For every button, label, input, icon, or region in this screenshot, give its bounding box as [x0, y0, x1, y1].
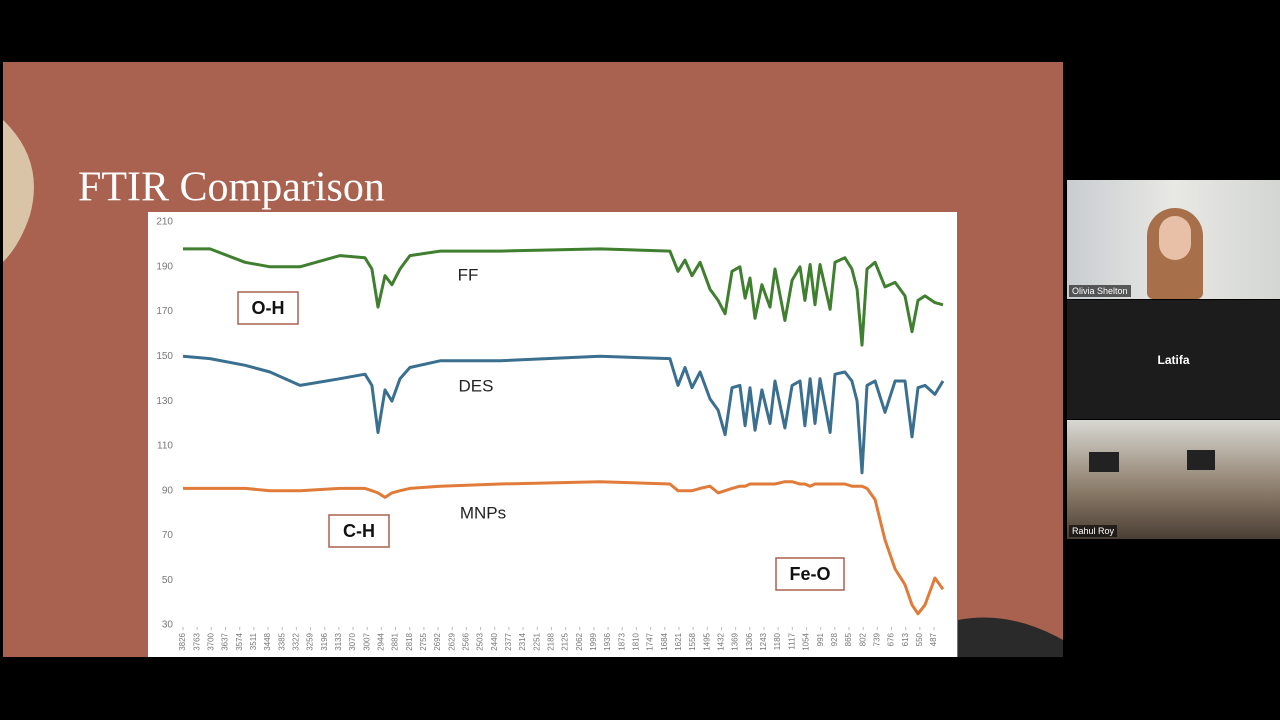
x-tick-label: 3448 — [263, 632, 272, 650]
x-tick-label: 1621 — [674, 632, 683, 650]
x-tick-label: 613 — [901, 632, 910, 646]
x-tick-label: 2881 — [391, 632, 400, 650]
x-tick-label: 676 — [887, 632, 896, 646]
x-tick-label: 1810 — [632, 632, 641, 650]
series-line — [183, 480, 945, 616]
y-tick-label: 110 — [157, 441, 173, 452]
decoration — [3, 120, 34, 262]
y-tick-label: 210 — [156, 217, 173, 228]
x-tick-label: 2566 — [462, 632, 471, 650]
x-tick-label: 1369 — [731, 632, 740, 650]
slide-title: FTIR Comparison — [78, 165, 385, 211]
x-tick-label: 2629 — [447, 632, 456, 650]
y-tick-label: 170 — [156, 306, 173, 317]
x-tick-label: 487 — [929, 632, 938, 646]
x-tick-label: 802 — [858, 632, 867, 646]
y-tick-label: 190 — [156, 261, 173, 272]
x-tick-label: 1180 — [773, 632, 782, 650]
annotation-box — [328, 514, 390, 548]
x-tick-label: 3133 — [334, 632, 343, 650]
y-tick-label: 90 — [162, 485, 174, 496]
x-tick-label: 928 — [830, 632, 839, 646]
monitor — [1089, 452, 1119, 472]
x-tick-label: 3322 — [291, 632, 300, 650]
participant-name: Olivia Shelton — [1069, 285, 1131, 297]
x-tick-label: 1873 — [617, 632, 626, 650]
series-line — [182, 354, 945, 475]
x-tick-label: 3511 — [249, 632, 258, 650]
x-tick-label: 1999 — [589, 632, 598, 650]
x-tick-label: 2440 — [490, 632, 499, 650]
x-tick-label: 3637 — [221, 632, 230, 650]
series-label: FF — [458, 265, 479, 284]
x-tick-label: 1306 — [745, 632, 754, 650]
x-tick-label: 2944 — [376, 632, 385, 650]
participant-name: Rahul Roy — [1069, 525, 1118, 537]
x-tick-label: 1936 — [603, 632, 612, 650]
x-tick-label: 3826 — [178, 632, 187, 650]
slide-view: FTIR Comparison 30 50 70 90 110 130 150 170 190 2… — [3, 62, 1063, 657]
x-tick-label: 2503 — [476, 632, 485, 650]
x-tick-label: 2755 — [419, 632, 428, 650]
x-tick-label: 2692 — [433, 632, 442, 650]
y-tick-label: 150 — [156, 351, 173, 362]
x-tick-label: 991 — [816, 632, 825, 646]
video-tile: Latifa — [1067, 300, 1280, 419]
decoration — [958, 617, 1063, 657]
x-tick-label: 3700 — [206, 632, 215, 650]
x-tick-label: 3259 — [306, 632, 315, 650]
x-tick-label: 3196 — [320, 632, 329, 650]
x-tick-label: 1054 — [802, 632, 811, 650]
x-tick-label: 865 — [844, 632, 853, 646]
annotation-box — [775, 557, 845, 591]
series-label: DES — [459, 376, 494, 395]
x-tick-label: 3385 — [277, 632, 286, 650]
y-tick-label: 130 — [156, 396, 173, 407]
x-tick-label: 1495 — [702, 632, 711, 650]
x-tick-label: 2062 — [575, 632, 584, 650]
participant-name: Latifa — [1157, 352, 1190, 367]
y-tick-label: 50 — [162, 575, 174, 586]
x-tick-label: 3763 — [192, 632, 201, 650]
annotation-box — [237, 291, 299, 325]
series-line — [183, 247, 944, 347]
x-tick-label: 1432 — [717, 632, 726, 650]
video-tile: Rahul Roy — [1067, 420, 1280, 539]
annotation: Fe-O — [789, 564, 830, 584]
x-tick-label: 1747 — [646, 632, 655, 650]
x-tick-label: 3574 — [235, 632, 244, 650]
monitor — [1187, 450, 1215, 470]
annotation: C-H — [343, 521, 375, 541]
x-tick-label: 739 — [872, 632, 881, 646]
x-tick-label: 2818 — [405, 632, 414, 650]
x-tick-label: 1684 — [660, 632, 669, 650]
x-tick-label: 3070 — [348, 632, 357, 650]
x-tick-label: 1117 — [787, 632, 796, 649]
y-tick-label: 70 — [162, 530, 174, 541]
x-tick-label: 2125 — [561, 632, 570, 650]
x-tick-label: 3007 — [362, 632, 371, 650]
x-tick-label: 2377 — [504, 632, 513, 650]
x-tick-label: 1243 — [759, 632, 768, 650]
series-label: MNPs — [460, 503, 506, 522]
x-tick-label: 2188 — [547, 632, 556, 650]
video-tile: Olivia Shelton — [1067, 180, 1280, 299]
x-tick-label: 1558 — [688, 632, 697, 650]
x-tick-label: 550 — [915, 632, 924, 646]
x-tick-label: 2314 — [518, 632, 527, 650]
annotation: O-H — [252, 298, 285, 318]
y-tick-label: 30 — [162, 620, 174, 631]
face — [1159, 216, 1191, 260]
x-tick-label: 2251 — [532, 632, 541, 650]
